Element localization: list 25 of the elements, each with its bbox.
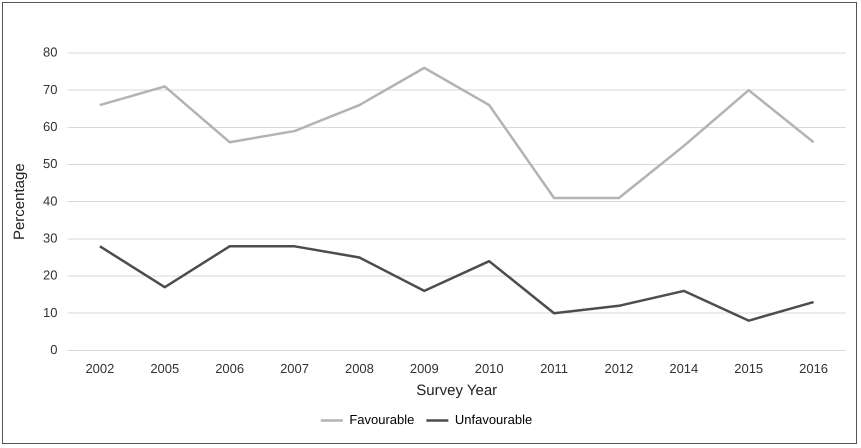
x-tick-label: 2008 (344, 360, 374, 376)
x-tick-label: 2011 (540, 360, 568, 376)
y-tick-label: 40 (42, 193, 58, 208)
x-tick-label: 2012 (604, 360, 634, 376)
y-tick-label: 20 (42, 268, 58, 283)
x-tick-label: 2015 (734, 360, 764, 376)
x-tick-label: 2009 (410, 360, 439, 376)
y-tick-label: 60 (42, 118, 58, 134)
legend-label: Unfavourable (454, 412, 532, 428)
y-tick-label: 70 (42, 82, 58, 97)
x-tick-label: 2010 (474, 360, 504, 376)
y-tick-label: 80 (42, 44, 58, 60)
x-tick-label: 2006 (215, 360, 244, 376)
x-axis-title: Survey Year (416, 382, 498, 400)
x-tick-label: 2007 (280, 360, 309, 376)
y-tick-label: 50 (42, 156, 58, 172)
x-tick-label: 2002 (85, 360, 114, 376)
x-tick-label: 2005 (150, 360, 180, 376)
x-tick-label: 2014 (669, 360, 698, 376)
y-tick-label: 30 (42, 230, 58, 246)
y-tick-label: 0 (50, 342, 58, 357)
y-axis-title: Percentage (11, 163, 28, 240)
y-tick-label: 10 (42, 304, 58, 320)
legend-label: Favourable (349, 412, 414, 428)
x-tick-label: 2016 (799, 360, 828, 376)
